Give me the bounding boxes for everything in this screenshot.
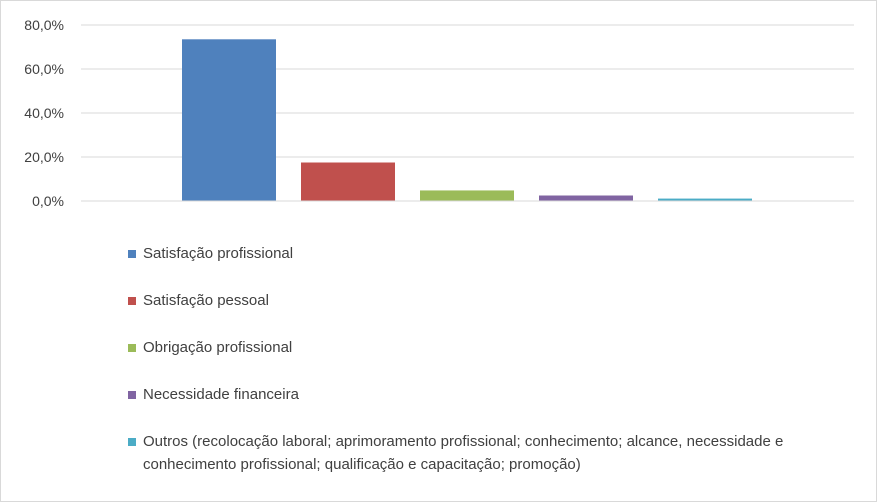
legend-swatch bbox=[128, 297, 136, 305]
legend-swatch bbox=[128, 250, 136, 258]
legend-label: Necessidade financeira bbox=[143, 386, 299, 403]
legend-item: Necessidade financeira bbox=[128, 383, 828, 406]
bar bbox=[182, 39, 276, 201]
bar bbox=[301, 162, 395, 201]
legend-item: Satisfação pessoal bbox=[128, 289, 828, 312]
legend-label: Satisfação pessoal bbox=[143, 292, 269, 309]
legend-label: Outros (recolocação laboral; aprimoramen… bbox=[143, 433, 784, 473]
legend-item: Outros (recolocação laboral; aprimoramen… bbox=[128, 430, 828, 476]
y-tick-label: 20,0% bbox=[24, 149, 64, 165]
legend-item: Obrigação profissional bbox=[128, 336, 828, 359]
y-tick-label: 80,0% bbox=[24, 17, 64, 33]
legend-label: Satisfação profissional bbox=[143, 245, 294, 262]
legend-swatch bbox=[128, 438, 136, 446]
y-tick-label: 60,0% bbox=[24, 61, 64, 77]
bar bbox=[658, 198, 752, 201]
bar bbox=[420, 190, 514, 201]
legend-swatch bbox=[128, 391, 136, 399]
legend-item: Satisfação profissional bbox=[128, 242, 828, 265]
y-tick-label: 40,0% bbox=[24, 105, 64, 121]
bar bbox=[539, 195, 633, 201]
y-axis-tick-labels: 0,0% 20,0% 40,0% 60,0% 80,0% bbox=[24, 17, 64, 209]
legend-swatch bbox=[128, 344, 136, 352]
legend-label: Obrigação profissional bbox=[143, 339, 293, 356]
legend: Satisfação profissional Satisfação pessoa… bbox=[128, 242, 828, 500]
bars bbox=[182, 39, 752, 201]
y-tick-label: 0,0% bbox=[32, 193, 64, 209]
bar-chart: 0,0% 20,0% 40,0% 60,0% 80,0% bbox=[24, 17, 854, 209]
